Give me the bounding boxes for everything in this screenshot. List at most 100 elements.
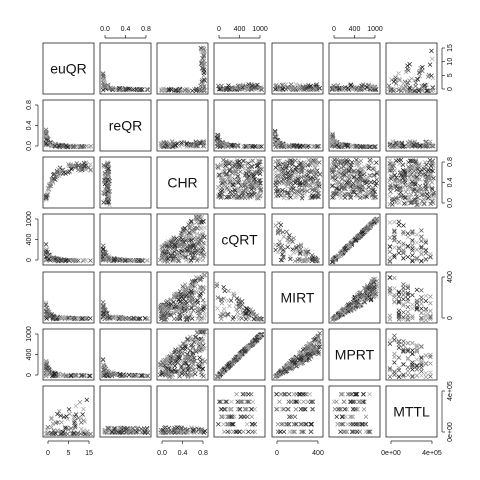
point-marker [201, 53, 207, 59]
point-marker [359, 83, 365, 89]
point-marker [333, 87, 339, 92]
point-marker [200, 140, 206, 145]
point-marker [253, 85, 259, 90]
points [43, 127, 94, 150]
panel-euQR-MTTL [385, 42, 438, 95]
panel-CHR-euQR [42, 156, 95, 209]
point-marker [235, 83, 241, 89]
panel-CHR-MIRT [271, 156, 324, 209]
panel-cQRT-CHR [156, 213, 209, 266]
point-marker [371, 84, 376, 90]
point-marker [164, 144, 169, 149]
point-marker [215, 135, 220, 141]
point-marker [216, 83, 221, 89]
point-marker [398, 88, 404, 94]
point-marker [274, 82, 279, 88]
point-marker [426, 88, 432, 94]
panel-euQR-cQRT [213, 42, 266, 95]
point-marker [201, 80, 207, 86]
point-marker [286, 143, 292, 148]
panel-euQR-reQR [99, 42, 152, 95]
point-marker [416, 88, 422, 94]
point-marker [388, 87, 393, 92]
point-marker [44, 130, 49, 135]
point-marker [172, 88, 177, 93]
point-marker [49, 142, 55, 148]
point-marker [232, 85, 238, 90]
point-marker [407, 78, 412, 83]
point-marker [47, 140, 53, 145]
point-marker [335, 83, 341, 88]
point-marker [355, 144, 361, 149]
panel-MPRT-euQR [42, 328, 95, 381]
panel-MIRT-MPRT [328, 271, 381, 324]
point-marker [214, 136, 220, 142]
panel-reQR-MIRT [271, 99, 324, 152]
panel-reQR-cQRT [213, 99, 266, 152]
panel-reQR-MPRT [328, 99, 381, 152]
panel-CHR-MTTL [385, 156, 438, 209]
point-marker [313, 82, 319, 88]
panel-frame [42, 42, 95, 95]
point-marker [425, 88, 430, 94]
points [329, 82, 379, 92]
point-marker [273, 129, 278, 135]
point-marker [219, 87, 225, 92]
point-marker [402, 87, 408, 92]
point-marker [349, 143, 354, 149]
point-marker [117, 87, 123, 93]
point-marker [391, 79, 397, 84]
point-marker [398, 84, 404, 89]
point-marker [194, 143, 199, 148]
point-marker [329, 138, 335, 144]
point-marker [144, 86, 149, 92]
point-marker [184, 140, 189, 146]
point-marker [286, 144, 292, 149]
point-marker [179, 88, 184, 94]
points [158, 139, 207, 149]
points [386, 48, 436, 94]
point-marker [184, 142, 189, 147]
point-marker [170, 141, 176, 147]
point-marker [340, 87, 345, 92]
panel-MIRT-MTTL [385, 271, 438, 324]
point-marker [199, 65, 205, 71]
panel-MIRT-reQR [99, 271, 152, 324]
point-marker [290, 87, 295, 92]
point-marker [258, 86, 264, 92]
point-marker [190, 88, 195, 93]
point-marker [405, 63, 410, 68]
point-marker [43, 134, 49, 139]
point-marker [273, 134, 278, 140]
panel-cQRT-cQRT: cQRT [213, 213, 266, 266]
point-marker [215, 144, 220, 149]
panel-CHR-reQR [99, 156, 152, 209]
point-marker [199, 86, 205, 92]
point-marker [182, 87, 187, 93]
point-marker [315, 144, 320, 149]
point-marker [329, 137, 335, 142]
point-marker [330, 134, 336, 139]
point-marker [285, 85, 290, 90]
point-marker [386, 83, 392, 88]
panel-frame [99, 99, 152, 152]
point-marker [429, 73, 434, 78]
point-marker [422, 82, 428, 88]
panel-reQR-euQR [42, 99, 95, 152]
point-marker [247, 144, 252, 150]
point-marker [392, 87, 397, 93]
point-marker [417, 87, 422, 92]
point-marker [403, 69, 408, 75]
point-marker [173, 142, 178, 148]
point-marker [81, 144, 87, 149]
point-marker [422, 83, 428, 89]
point-marker [158, 141, 163, 146]
point-marker [249, 83, 255, 89]
point-marker [430, 85, 435, 90]
point-marker [224, 85, 229, 91]
point-marker [340, 142, 346, 147]
point-marker [331, 143, 337, 149]
panel-reQR-MTTL [385, 99, 438, 152]
